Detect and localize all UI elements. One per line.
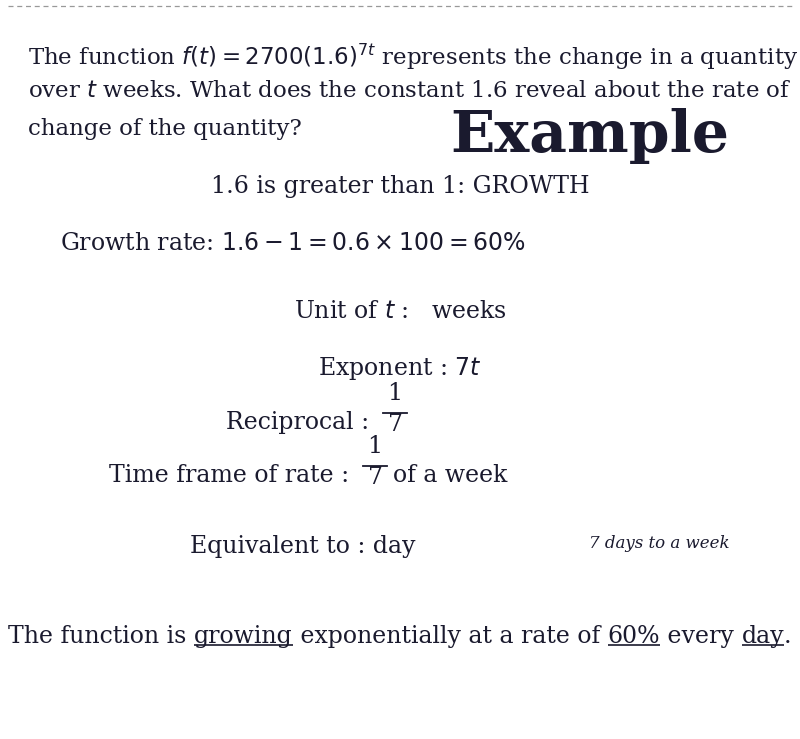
Text: Example: Example [450, 108, 730, 164]
Text: exponentially at a rate of: exponentially at a rate of [293, 625, 608, 648]
Text: Time frame of rate :: Time frame of rate : [110, 463, 357, 486]
Text: 60%: 60% [608, 625, 660, 648]
Text: 1: 1 [387, 382, 402, 405]
Text: 1.6 is greater than 1: GROWTH: 1.6 is greater than 1: GROWTH [210, 175, 590, 198]
Text: Reciprocal :: Reciprocal : [226, 410, 377, 434]
Text: The function $f(t) = 2700(1.6)^{7t}$ represents the change in a quantity: The function $f(t) = 2700(1.6)^{7t}$ rep… [28, 42, 798, 72]
Text: change of the quantity?: change of the quantity? [28, 118, 302, 140]
Text: day: day [742, 625, 784, 648]
Text: of a week: of a week [393, 463, 507, 486]
Text: The function is: The function is [8, 625, 194, 648]
Text: 1: 1 [367, 435, 382, 458]
Text: Unit of $t$ :   weeks: Unit of $t$ : weeks [294, 300, 506, 323]
Text: 7 days to a week: 7 days to a week [590, 535, 730, 552]
Text: .: . [784, 625, 792, 648]
Text: 7: 7 [387, 413, 402, 436]
Text: Exponent : $7t$: Exponent : $7t$ [318, 355, 482, 382]
Text: Growth rate: $1.6 - 1 = 0.6 \times 100 = 60\%$: Growth rate: $1.6 - 1 = 0.6 \times 100 =… [60, 232, 526, 255]
Text: 7: 7 [367, 466, 382, 489]
Text: every: every [660, 625, 742, 648]
Text: growing: growing [194, 625, 293, 648]
Text: Equivalent to : day: Equivalent to : day [190, 535, 415, 558]
Text: over $t$ weeks. What does the constant 1.6 reveal about the rate of: over $t$ weeks. What does the constant 1… [28, 80, 792, 102]
